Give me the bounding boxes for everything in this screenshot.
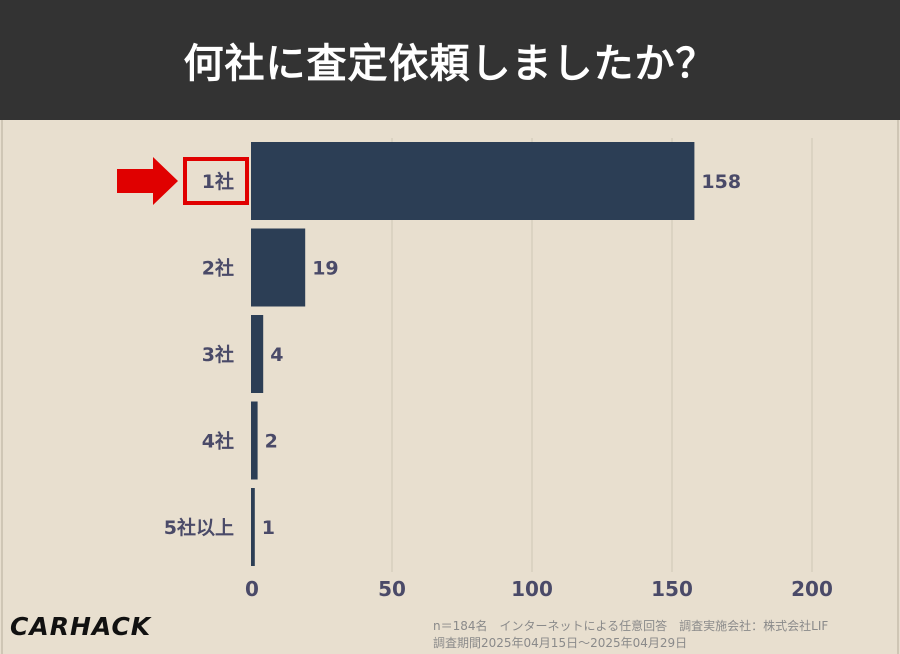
survey-note-line1: n＝184名 インターネットによる任意回答 調査実施会社：株式会社LIF (433, 619, 829, 633)
labels: 0 50 100 150 200 1社 158 2社 19 3社 4 4社 2 5社以上 1 (117, 157, 833, 601)
category-label: 1社 (202, 170, 234, 193)
bar (251, 401, 258, 480)
category-label: 4社 (202, 430, 234, 453)
highlight-box (183, 157, 249, 205)
bar (251, 228, 306, 307)
x-tick-label: 50 (378, 577, 406, 601)
title-bar: 何社に査定依頼しましたか？ (0, 0, 900, 120)
x-tick-label: 200 (791, 577, 833, 601)
bar (251, 142, 695, 220)
value-label: 4 (270, 344, 283, 366)
value-label: 158 (701, 171, 741, 193)
logo-text: CARHACK (10, 612, 152, 641)
category-label: 3社 (202, 343, 234, 366)
bar-chart: 0 50 100 150 200 1社 158 2社 19 3社 4 4社 2 5社以上 1 (1, 120, 899, 654)
carhack-logo: CARHACK (10, 612, 151, 641)
highlight-arrow-icon (117, 157, 178, 205)
value-label: 2 (265, 431, 278, 453)
value-label: 19 (312, 258, 338, 280)
x-tick-label: 0 (245, 577, 259, 601)
x-tick-label: 100 (511, 577, 553, 601)
x-tick-label: 150 (651, 577, 693, 601)
bar (251, 488, 255, 566)
category-label: 5社以上 (164, 516, 234, 539)
chart-area: 0 50 100 150 200 1社 158 2社 19 3社 4 4社 2 5社以上 1 (0, 120, 900, 654)
bar (251, 315, 264, 393)
survey-note-line2: 調査期間2025年04月15日〜2025年04月29日 (433, 636, 688, 650)
bars (251, 142, 695, 566)
chart-title: 何社に査定依頼しましたか？ (183, 41, 717, 87)
category-label: 2社 (202, 257, 234, 280)
value-label: 1 (262, 517, 275, 539)
